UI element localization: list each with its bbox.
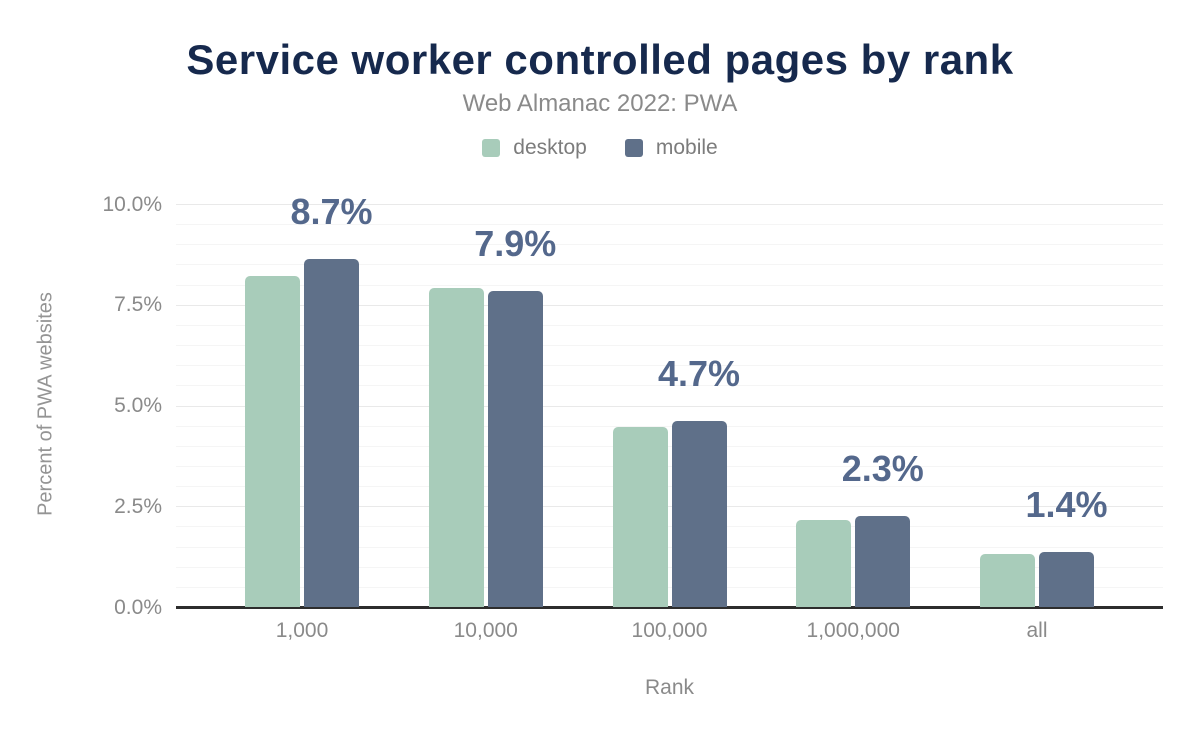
gridline-major xyxy=(176,506,1163,508)
bar-mobile-10000[interactable] xyxy=(487,290,543,608)
gridline-minor xyxy=(176,244,1163,246)
y-tick-label: 0.0% xyxy=(114,595,162,619)
x-tick-label-1000: 1,000 xyxy=(275,619,329,642)
y-tick-label: 5.0% xyxy=(114,394,162,417)
bar-desktop-1000[interactable] xyxy=(245,276,300,608)
x-axis-title: Rank xyxy=(644,676,695,699)
bar-mobile-1000[interactable] xyxy=(304,258,359,608)
gridline-minor xyxy=(176,224,1163,226)
gridline-minor xyxy=(176,526,1163,528)
x-tick-label-1000000: 1,000,000 xyxy=(806,619,900,642)
data-label-all: 1.4% xyxy=(1025,483,1108,525)
legend-item-desktop[interactable]: desktop xyxy=(482,136,587,160)
data-label-1000: 8.7% xyxy=(290,190,373,232)
bar-desktop-1000000[interactable] xyxy=(796,520,852,608)
chart-subtitle: Web Almanac 2022: PWA xyxy=(462,90,738,117)
gridline-minor xyxy=(176,425,1163,427)
data-label-100000: 4.7% xyxy=(657,352,741,394)
data-label-1000000: 2.3% xyxy=(841,448,924,490)
legend-swatch-mobile-icon xyxy=(624,139,643,157)
gridline-minor xyxy=(176,284,1163,286)
gridline-major xyxy=(176,304,1163,306)
legend-label-desktop: desktop xyxy=(513,136,587,159)
bar-desktop-100000[interactable] xyxy=(612,426,668,608)
legend-item-mobile[interactable]: mobile xyxy=(624,136,718,160)
x-tick-label-100000: 100,000 xyxy=(631,619,708,642)
gridline-minor xyxy=(176,324,1163,326)
gridline-minor xyxy=(176,546,1163,548)
bar-desktop-10000[interactable] xyxy=(428,287,484,608)
gridline-minor xyxy=(176,465,1163,467)
x-tick-label-all: all xyxy=(1026,619,1048,642)
gridline-minor xyxy=(176,345,1163,347)
y-tick-label: 2.5% xyxy=(114,494,162,518)
legend-swatch-desktop-icon xyxy=(482,139,501,157)
bar-desktop-all[interactable] xyxy=(980,553,1035,608)
gridline-minor xyxy=(176,264,1163,266)
bar-mobile-1000000[interactable] xyxy=(855,516,911,608)
gridline-minor xyxy=(176,445,1163,447)
gridline-minor xyxy=(176,385,1163,387)
y-tick-label: 7.5% xyxy=(114,293,162,317)
gridline-minor xyxy=(176,586,1163,588)
gridline-minor xyxy=(176,566,1163,568)
bar-mobile-100000[interactable] xyxy=(671,420,727,608)
y-tick-label: 10.0% xyxy=(102,192,162,216)
gridline-minor xyxy=(176,486,1163,488)
x-axis-line xyxy=(176,606,1163,609)
bar-mobile-all[interactable] xyxy=(1039,551,1094,608)
legend-label-mobile: mobile xyxy=(655,136,718,159)
chart-title: Service worker controlled pages by rank xyxy=(186,36,1014,83)
gridline-minor xyxy=(176,365,1163,367)
gridline-major xyxy=(176,405,1163,407)
data-label-10000: 7.9% xyxy=(474,222,557,264)
x-tick-label-10000: 10,000 xyxy=(453,619,518,642)
gridline-major xyxy=(176,204,1163,205)
legend: desktop mobile xyxy=(0,136,1200,160)
